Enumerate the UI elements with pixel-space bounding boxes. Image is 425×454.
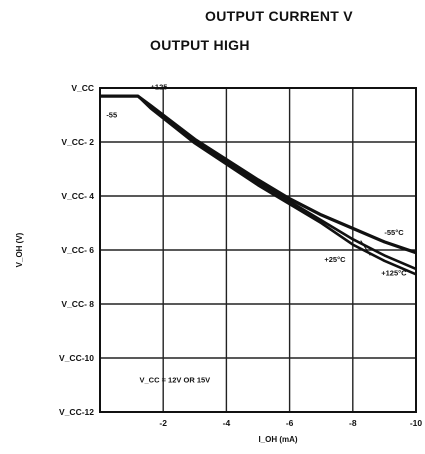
chart-annotation: -55 <box>106 111 117 120</box>
series-line <box>100 96 416 253</box>
y-tick-label: V_CC <box>71 83 94 93</box>
chart-annotation: -55°C <box>384 228 404 237</box>
x-tick-label: -6 <box>286 418 294 428</box>
chart-annotation: +125 <box>151 82 168 91</box>
grid <box>100 88 416 412</box>
tick-labels: V_CC V_CC- 2 V_CC- 4 V_CC- 6 V_CC- 8 V_CC-10 V… <box>15 83 422 444</box>
y-axis-label: V_OH (V) <box>15 232 24 267</box>
y-tick-label: V_CC- 4 <box>61 191 94 201</box>
x-tick-label: -8 <box>349 418 357 428</box>
x-tick-label: -4 <box>223 418 231 428</box>
y-tick-label: V_CC- 2 <box>61 137 94 147</box>
y-tick-label: V_CC-12 <box>59 407 94 417</box>
chart-annotation: +125°C <box>381 269 407 278</box>
x-tick-label: -2 <box>159 418 167 428</box>
y-tick-label: V_CC- 8 <box>61 299 94 309</box>
x-axis-label: I_OH (mA) <box>258 435 297 444</box>
y-tick-label: V_CC-10 <box>59 353 94 363</box>
chart-annotation: V_CC = 12V OR 15V <box>140 375 211 384</box>
x-tick-label: -10 <box>410 418 423 428</box>
series-lines <box>100 96 416 274</box>
y-tick-label: V_CC- 6 <box>61 245 94 255</box>
series-line <box>100 96 416 269</box>
chart-annotation: +25°C <box>324 255 346 264</box>
